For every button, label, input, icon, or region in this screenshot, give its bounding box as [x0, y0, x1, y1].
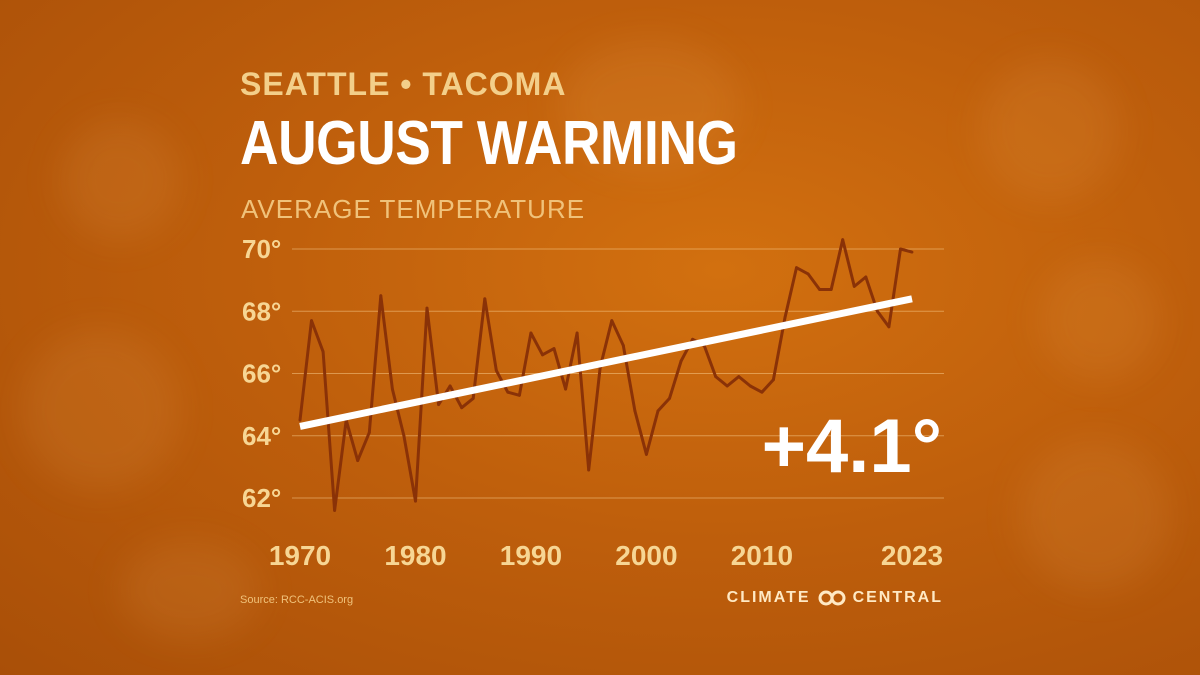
- grid-lines: [292, 248, 944, 499]
- chart-title: AUGUST WARMING: [240, 109, 738, 178]
- data-point: [471, 397, 475, 400]
- source-note: Source: RCC-ACIS.org: [240, 594, 354, 606]
- climate-central-logo-icon: [818, 590, 846, 606]
- brand-right-text: CENTRAL: [852, 589, 943, 606]
- data-point: [841, 238, 845, 242]
- x-tick-label: 2023: [881, 540, 943, 571]
- data-point: [656, 409, 660, 413]
- data-point: [564, 387, 567, 391]
- data-point: [367, 431, 371, 435]
- data-point: [414, 499, 417, 503]
- data-point: [402, 434, 406, 438]
- x-tick-label: 1990: [500, 540, 562, 571]
- data-point: [760, 390, 764, 394]
- x-tick-label: 1970: [269, 540, 331, 571]
- data-point: [552, 347, 556, 350]
- data-point: [587, 468, 591, 472]
- data-point: [390, 387, 394, 391]
- change-annotation: +4.1°: [762, 404, 942, 489]
- data-point: [494, 368, 498, 372]
- y-tick-label: 62°: [242, 483, 281, 513]
- brand-logo: CLIMATE CENTRAL: [727, 589, 943, 607]
- data-point: [852, 284, 856, 288]
- data-point: [333, 509, 337, 512]
- y-tick-label: 66°: [242, 359, 281, 389]
- data-point: [725, 384, 729, 388]
- measure-label: AVERAGE TEMPERATURE: [241, 194, 586, 224]
- data-point: [529, 331, 533, 335]
- data-point: [575, 331, 579, 335]
- y-tick-label: 64°: [242, 421, 281, 451]
- data-point: [645, 453, 648, 456]
- data-point: [806, 272, 810, 276]
- y-tick-label: 70°: [242, 234, 281, 264]
- x-tick-label: 2000: [615, 540, 677, 571]
- data-point: [864, 275, 868, 279]
- data-point: [772, 378, 775, 382]
- data-point: [818, 288, 822, 291]
- data-point: [910, 250, 914, 254]
- data-point: [437, 403, 440, 407]
- data-point: [621, 344, 625, 347]
- temperature-line: [298, 238, 913, 512]
- data-point: [448, 384, 452, 388]
- data-point: [783, 316, 787, 319]
- brand-left-text: CLIMATE: [726, 589, 811, 606]
- data-point: [737, 375, 741, 379]
- data-point: [506, 390, 510, 394]
- data-point: [633, 409, 637, 413]
- data-point: [356, 459, 360, 463]
- data-point: [425, 306, 429, 310]
- data-point: [691, 337, 695, 341]
- data-point: [668, 397, 671, 400]
- y-axis-ticks: 62° 64° 66° 68° 70°: [242, 234, 281, 513]
- data-point: [517, 393, 521, 397]
- data-series: [298, 238, 914, 512]
- data-point: [829, 288, 833, 291]
- data-point: [321, 350, 325, 354]
- x-tick-label: 1980: [384, 540, 446, 571]
- data-point: [541, 353, 544, 357]
- data-point: [298, 418, 302, 422]
- data-point: [887, 325, 891, 329]
- data-point: [748, 384, 752, 388]
- trend-line: [299, 295, 913, 430]
- x-axis-ticks: 1970 1980 1990 2000 2010 2023: [269, 540, 943, 571]
- x-tick-label: 2010: [731, 540, 793, 571]
- data-point: [679, 359, 683, 363]
- location-subtitle: SEATTLE • TACOMA: [240, 66, 567, 102]
- data-point: [460, 406, 464, 410]
- data-point: [610, 319, 614, 322]
- data-point: [379, 294, 383, 298]
- data-point: [310, 319, 313, 322]
- data-point: [714, 375, 718, 379]
- data-point: [483, 297, 487, 301]
- y-tick-label: 68°: [242, 296, 281, 326]
- data-point: [875, 309, 879, 313]
- data-point: [899, 247, 902, 251]
- data-point: [795, 266, 798, 270]
